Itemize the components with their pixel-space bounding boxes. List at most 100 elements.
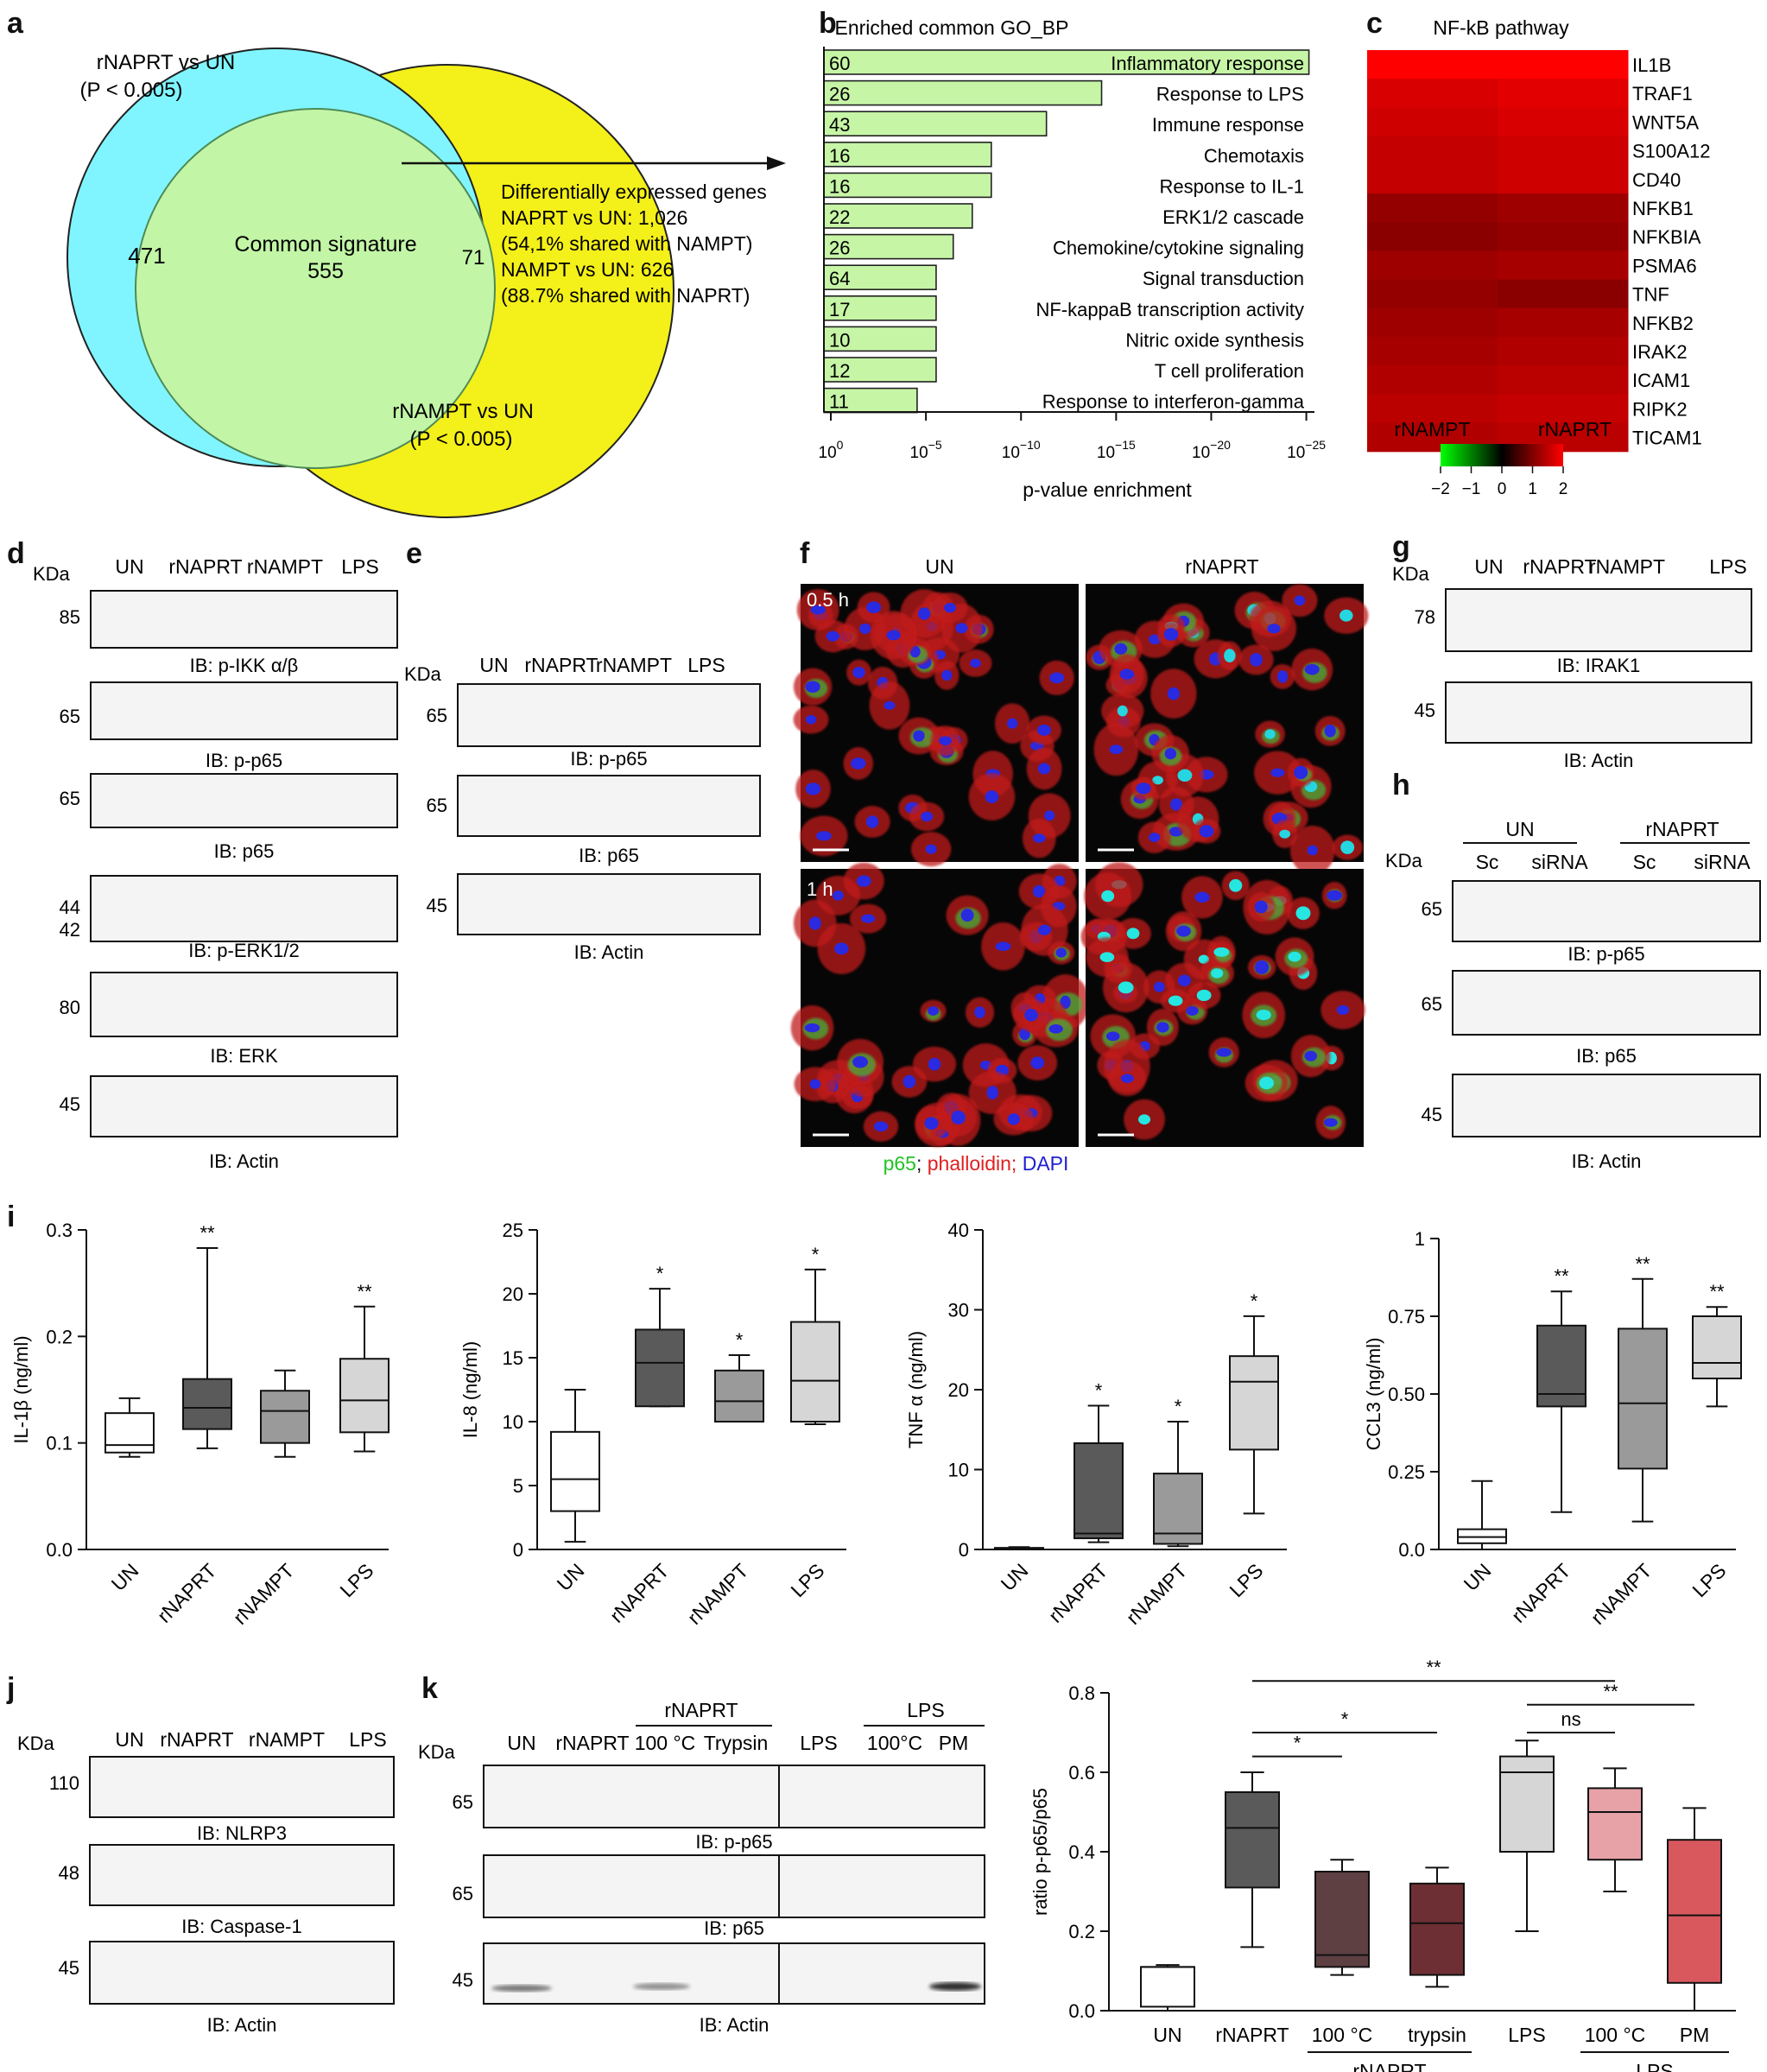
blot-ib-label: IB: p65 [214,840,275,862]
box-y-axis-label: ratio p-p65/p65 [1029,1788,1051,1916]
cell-nucleus [944,602,956,613]
venn-circle-common [135,108,496,469]
go-bar-label: NF-kappaB transcription activity [1036,299,1304,320]
venn-arrow-head [767,156,786,170]
box-y-tick-label: 25 [503,1220,523,1241]
panel-letter-f: f [800,537,810,570]
heatmap-cell [1367,50,1498,79]
lane-label: LPS [341,555,378,578]
box-y-tick-label: 0.2 [1068,1921,1095,1942]
box-x-label: rNAMPT [1122,1559,1192,1629]
cell-nucleus [808,916,821,930]
venn-count-common: 555 [307,259,344,283]
heatmap-gene-label: PSMA6 [1632,255,1697,276]
box-iqr [635,1328,685,1408]
cell-nucleus [1288,951,1302,962]
blot-panel-h: UN rNAPRT KDa Sc siRNA Sc siRNA 65 IB: p-p65 65 IB… [1385,818,1761,1172]
cell-nucleus [1336,1004,1350,1015]
blot-ib-label: IB: Actin [700,2014,770,2036]
lane-label: rNAMPT [249,1728,325,1751]
cell-nucleus [1030,1056,1045,1069]
blot-frame [90,875,398,942]
cell-nucleus [1152,776,1163,785]
blot-ib-label: IB: p65 [1576,1045,1637,1067]
go-bar [823,203,973,229]
go-x-tick-label: 10−10 [1002,438,1041,462]
box-significance: ** [1635,1253,1650,1275]
cell-nucleus [1340,609,1353,622]
panel-letter-j: j [6,1672,15,1705]
cell-nucleus [1168,995,1183,1006]
cell-nucleus [886,630,901,641]
cell-nucleus [1044,810,1055,821]
heatmap-gene-label: WNT5A [1632,111,1699,133]
blot-ib-label: IB: Caspase-1 [181,1916,301,1937]
heatmap-gene-label: NFKBIA [1632,226,1701,248]
box-x-label: trypsin [1408,2024,1466,2046]
mw-marker: 48 [59,1862,79,1884]
blot-ib-label: IB: Actin [574,941,644,963]
box-significance: * [812,1244,820,1265]
heatmap-cell [1367,250,1498,281]
box-y-tick-label: 0.0 [1068,2000,1095,2022]
box-x-label: rNAMPT [229,1559,299,1629]
box-iqr [1667,1839,1722,1984]
heatmap-cell [1498,394,1629,424]
cell-nucleus [1114,643,1128,655]
cell-nucleus [1177,974,1191,987]
go-bar [823,172,992,199]
cell-nucleus [1149,833,1161,843]
cell-nucleus [1186,1005,1199,1016]
cell-nucleus [1304,663,1320,675]
significance-label: ** [1603,1681,1618,1702]
cell-nucleus [1163,628,1179,641]
heatmap-cell [1498,107,1629,137]
cell-nucleus [1264,729,1276,739]
panel-letter-d: d [7,537,25,570]
blot-ib-label: IB: Actin [207,2014,277,2036]
group-label: LPS [907,1699,944,1721]
heatmap-cell [1367,307,1498,338]
box-x-label: rNAPRT [605,1559,674,1627]
box-iqr [182,1378,232,1430]
cell-nucleus [809,1079,821,1089]
legend-phalloidin: phalloidin; [928,1152,1017,1175]
go-bar [823,49,1310,75]
heatmap-cell [1367,164,1498,194]
venn-pvalue-rnaprt: (P < 0.005) [80,79,183,102]
box-y-tick-label: 0.3 [46,1220,73,1241]
box-plot-ccl3: 0.0 0.25 0.50 0.75 1 CCL3 (ng/ml) UN ** rNAPRT **… [1363,1228,1742,1629]
micro-time-label-05h: 0.5 h [807,589,849,611]
mw-marker: 45 [427,895,447,916]
go-bar-count: 26 [829,84,850,105]
cell-nucleus [1279,829,1291,839]
cell-nucleus [1007,1113,1020,1125]
blot-frame [457,683,761,747]
blot-frame [1452,970,1761,1036]
cell-nucleus [995,941,1011,952]
cell-nucleus [810,605,826,615]
box-x-label: rNAPRT [1044,1559,1112,1627]
heatmap-cell [1367,107,1498,137]
box-y-tick-label: 0 [959,1539,969,1561]
kda-label: KDa [1392,563,1430,585]
heatmap-cell [1367,337,1498,366]
go-bar-count: 11 [829,391,849,413]
go-enrichment-chart: Enriched common GO_BP 60 Inflammatory res… [819,16,1327,501]
box-x-label: LPS [1688,1559,1730,1601]
cell-nucleus [1323,1118,1338,1127]
blot-band [929,1982,981,1991]
mw-marker: 65 [1422,898,1442,920]
heatmap-cell [1367,193,1498,223]
micro-time-label-1h: 1 h [807,878,833,900]
mw-marker: 65 [453,1883,473,1904]
blot-ib-label: IB: NLRP3 [197,1822,287,1844]
box-significance: * [736,1329,744,1351]
blot-frame [457,873,761,935]
box-iqr [1587,1787,1643,1861]
go-chart-title: Enriched common GO_BP [834,16,1068,39]
deg-text-line: (88.7% shared with NAPRT) [501,284,750,307]
box-y-tick-label: 0.1 [46,1433,73,1454]
cell-nucleus [1211,968,1224,979]
